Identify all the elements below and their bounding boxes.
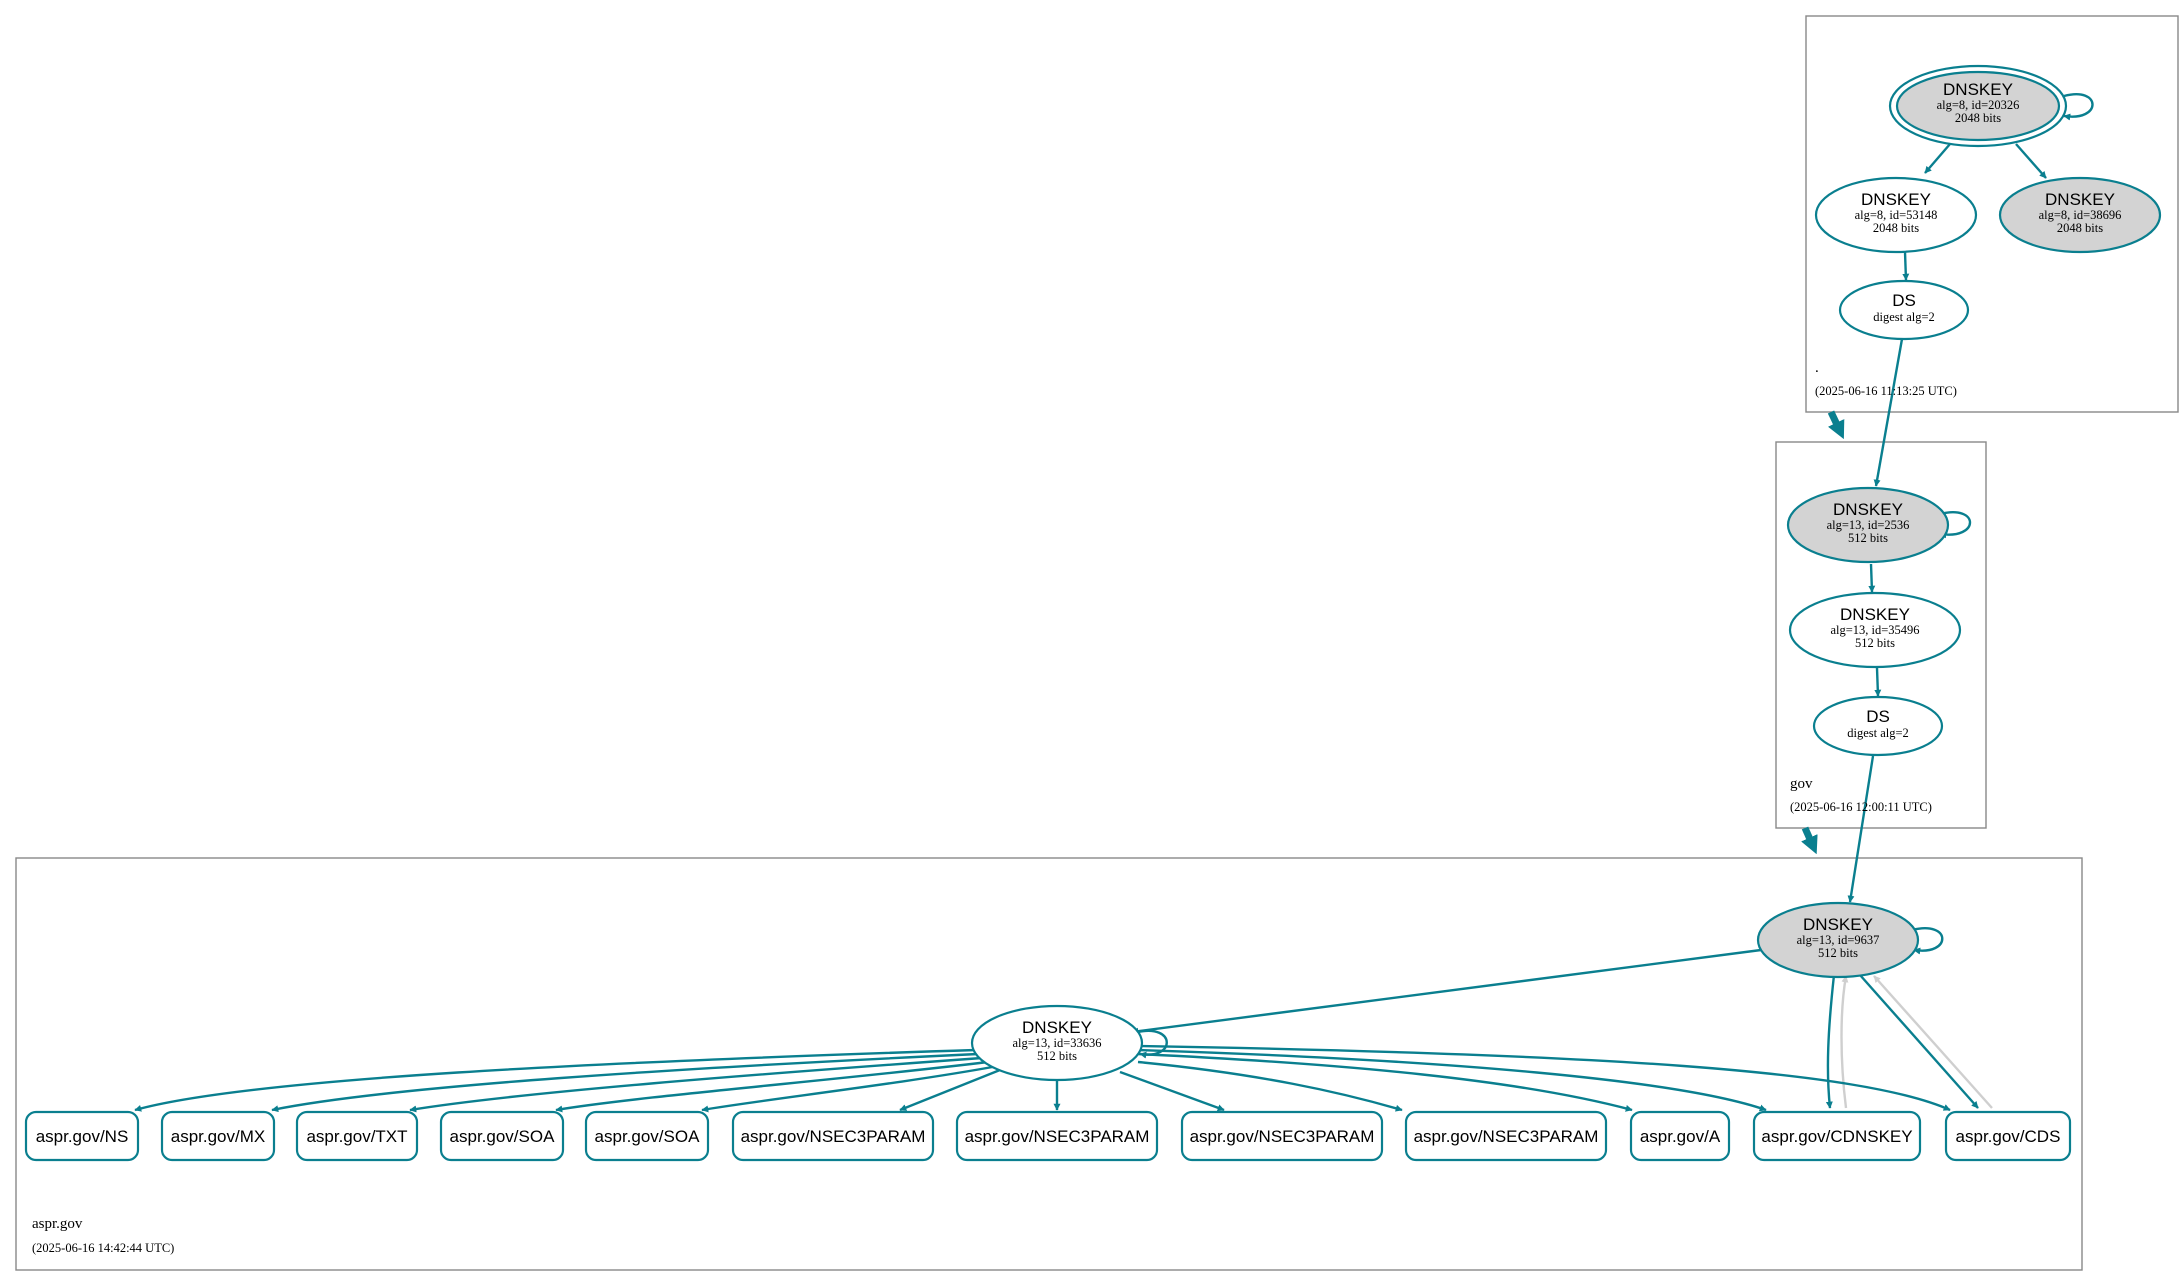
rrset-node: aspr.gov/TXT [295, 1110, 419, 1162]
zone-box-gov [1775, 441, 1987, 829]
root-zone-name: . [1815, 360, 1819, 376]
aspr-ksk-self-sign-edge [1911, 927, 1944, 955]
delegation-arrow-gov-to-aspr [1801, 826, 1818, 855]
edge-root-ds-to-gov-ksk [1873, 338, 1904, 487]
root-zsk-bits: 2048 bits [1873, 221, 1919, 235]
rrset-node: aspr.gov/MX [160, 1110, 276, 1162]
rrset-node: aspr.gov/NSEC3PARAM [955, 1110, 1159, 1162]
root-standby-type: DNSKEY [2045, 190, 2115, 209]
root-standby-bits: 2048 bits [2057, 221, 2103, 235]
edge-gov-zsk-to-ds [1874, 667, 1882, 697]
gov-zone-timestamp: (2025-06-16 12:00:11 UTC) [1790, 800, 1932, 814]
edge-aspr-zsk-to-nsec3param-3 [1119, 1070, 1225, 1112]
rrset-label: aspr.gov/MX [171, 1127, 266, 1146]
zone-box-root [1805, 15, 2179, 413]
aspr-zone-name: aspr.gov [32, 1216, 83, 1232]
edge-root-ksk-to-standby [2015, 143, 2047, 179]
root-ksk-node: DNSKEY alg=8, id=20326 2048 bits [1888, 64, 2068, 148]
rrset-node: aspr.gov/NS [24, 1110, 140, 1162]
edge-aspr-ksk-to-cdnskey [1825, 974, 1836, 1109]
root-ksk-bits: 2048 bits [1955, 111, 2001, 125]
aspr-ksk-bits: 512 bits [1818, 946, 1858, 960]
edge-gov-ksk-to-zsk [1868, 563, 1876, 593]
edge-root-zsk-to-ds [1902, 251, 1910, 281]
gov-zsk-bits: 512 bits [1855, 636, 1895, 650]
rrset-label: aspr.gov/CDNSKEY [1761, 1127, 1912, 1146]
gov-ksk-type: DNSKEY [1833, 500, 1903, 519]
gov-zone-name: gov [1790, 776, 1813, 792]
aspr-ksk-type: DNSKEY [1803, 915, 1873, 934]
rrset-node: aspr.gov/NSEC3PARAM [1404, 1110, 1608, 1162]
rrset-node: aspr.gov/SOA [439, 1110, 565, 1162]
rrset-label: aspr.gov/NSEC3PARAM [1190, 1127, 1375, 1146]
gov-ds-type: DS [1866, 707, 1890, 726]
gov-ksk-detail: alg=13, id=2536 [1827, 518, 1910, 532]
gov-ds-node: DS digest alg=2 [1812, 695, 1944, 757]
zone-box-aspr [15, 857, 2083, 1271]
edge-aspr-ksk-to-cds [1859, 974, 1979, 1109]
edge-aspr-zsk-to-soa-2 [701, 1064, 999, 1113]
root-zone-timestamp: (2025-06-16 11:13:25 UTC) [1815, 384, 1957, 398]
root-ksk-detail: alg=8, id=20326 [1937, 98, 2020, 112]
aspr-ksk-detail: alg=13, id=9637 [1797, 933, 1880, 947]
rrset-label: aspr.gov/NSEC3PARAM [1414, 1127, 1599, 1146]
edge-aspr-zsk-to-nsec3param-1 [899, 1068, 1001, 1112]
root-ds-node: DS digest alg=2 [1838, 279, 1970, 341]
rrset-node: aspr.gov/A [1629, 1110, 1731, 1162]
root-zsk-detail: alg=8, id=53148 [1855, 208, 1938, 222]
aspr-zsk-type: DNSKEY [1022, 1018, 1092, 1037]
rrset-node: aspr.gov/NSEC3PARAM [731, 1110, 935, 1162]
rrset-node: aspr.gov/NSEC3PARAM [1180, 1110, 1384, 1162]
edge-aspr-zsk-to-cdnskey [1137, 1048, 1767, 1112]
rrset-node: aspr.gov/SOA [584, 1110, 710, 1162]
edge-aspr-zsk-to-soa-1 [555, 1060, 989, 1113]
gov-ksk-self-sign-edge [1939, 511, 1971, 539]
rrset-label: aspr.gov/NSEC3PARAM [965, 1127, 1150, 1146]
root-ds-detail: digest alg=2 [1873, 310, 1935, 324]
edge-aspr-zsk-to-cds [1137, 1044, 1951, 1112]
gov-ksk-bits: 512 bits [1848, 531, 1888, 545]
root-ksk-type: DNSKEY [1943, 80, 2013, 99]
edge-root-ksk-to-zsk [1924, 143, 1951, 174]
edge-cds-to-aspr-ksk [1873, 975, 1993, 1109]
rrset-node: aspr.gov/CDNSKEY [1752, 1110, 1922, 1162]
rrset-label: aspr.gov/NS [36, 1127, 129, 1146]
edge-aspr-zsk-to-ns [134, 1048, 977, 1112]
aspr-zsk-node: DNSKEY alg=13, id=33636 512 bits [970, 1004, 1144, 1082]
rrset-node: aspr.gov/CDS [1944, 1110, 2072, 1162]
root-ds-type: DS [1892, 291, 1916, 310]
root-ksk-self-sign-edge [2063, 93, 2094, 121]
aspr-zsk-detail: alg=13, id=33636 [1012, 1036, 1101, 1050]
rrset-label: aspr.gov/SOA [450, 1127, 556, 1146]
aspr-zsk-bits: 512 bits [1037, 1049, 1077, 1063]
rrset-label: aspr.gov/A [1640, 1127, 1721, 1146]
root-zsk-node: DNSKEY alg=8, id=53148 2048 bits [1814, 176, 1978, 254]
root-standby-detail: alg=8, id=38696 [2039, 208, 2122, 222]
gov-zsk-type: DNSKEY [1840, 605, 1910, 624]
delegation-arrow-root-to-gov [1827, 410, 1845, 440]
edge-aspr-zsk-to-a [1137, 1052, 1633, 1112]
edge-aspr-zsk-to-nsec3param-4 [1137, 1060, 1403, 1112]
root-zsk-type: DNSKEY [1861, 190, 1931, 209]
rrset-label: aspr.gov/TXT [306, 1127, 407, 1146]
rrset-label: aspr.gov/SOA [595, 1127, 701, 1146]
edge-aspr-ksk-to-zsk [1131, 948, 1762, 1035]
edge-gov-ds-to-aspr-ksk [1847, 755, 1875, 903]
root-standby-ksk-node: DNSKEY alg=8, id=38696 2048 bits [1998, 176, 2162, 254]
gov-ksk-node: DNSKEY alg=13, id=2536 512 bits [1786, 486, 1950, 564]
edge-cdnskey-to-aspr-ksk [1840, 975, 1849, 1109]
aspr-zone-timestamp: (2025-06-16 14:42:44 UTC) [32, 1241, 174, 1255]
rrset-label: aspr.gov/NSEC3PARAM [741, 1127, 926, 1146]
aspr-ksk-node: DNSKEY alg=13, id=9637 512 bits [1756, 901, 1920, 979]
gov-zsk-detail: alg=13, id=35496 [1830, 623, 1919, 637]
edge-aspr-zsk-to-txt [409, 1056, 983, 1113]
gov-ds-detail: digest alg=2 [1847, 726, 1909, 740]
rrset-label: aspr.gov/CDS [1956, 1127, 2061, 1146]
gov-zsk-node: DNSKEY alg=13, id=35496 512 bits [1788, 591, 1962, 669]
edge-aspr-zsk-to-mx [271, 1052, 979, 1113]
